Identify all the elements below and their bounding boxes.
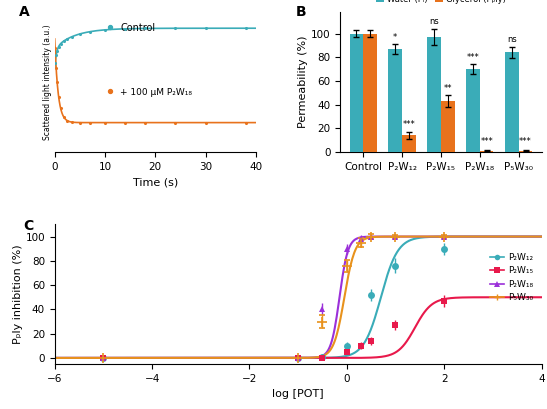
Text: ***: ***	[480, 137, 493, 146]
Point	[75, 119, 84, 126]
Point	[53, 47, 62, 54]
Point	[53, 79, 62, 85]
Point	[68, 33, 77, 40]
Text: ***: ***	[467, 53, 479, 62]
Point	[241, 119, 250, 126]
Y-axis label: Pₚly inhibition (%): Pₚly inhibition (%)	[13, 245, 22, 344]
X-axis label: log [POT]: log [POT]	[272, 389, 324, 399]
Point	[52, 52, 61, 58]
Text: **: **	[444, 84, 452, 93]
Point	[51, 60, 60, 67]
Text: ns: ns	[507, 35, 517, 44]
Point	[85, 119, 94, 126]
Legend: P₂W₁₂, P₂W₁₅, P₂W₁₈, P₅W₃₀: P₂W₁₂, P₂W₁₅, P₂W₁₈, P₅W₃₀	[487, 249, 537, 306]
Point	[54, 93, 63, 100]
Text: C: C	[23, 219, 33, 233]
Text: ***: ***	[403, 120, 415, 129]
Point	[121, 25, 130, 32]
Point	[141, 25, 149, 32]
Bar	[480, 151, 493, 152]
Bar	[519, 151, 532, 152]
Text: Control: Control	[120, 23, 155, 33]
Point	[141, 119, 149, 126]
Legend: Water (Pᵢ), Glycerol (Pₚly): Water (Pᵢ), Glycerol (Pₚly)	[373, 0, 509, 7]
Point	[54, 43, 63, 50]
Point	[60, 114, 68, 120]
Point	[101, 119, 109, 126]
Text: A: A	[19, 5, 29, 19]
Point	[56, 105, 65, 112]
Point	[201, 119, 210, 126]
Point	[68, 119, 77, 126]
Text: + 100 μM P₂W₁₈: + 100 μM P₂W₁₈	[120, 88, 192, 97]
Point	[171, 25, 180, 31]
Bar	[466, 69, 480, 152]
Y-axis label: Permeability (%): Permeability (%)	[298, 36, 309, 128]
Point	[56, 40, 65, 47]
Point	[201, 25, 210, 31]
Text: *: *	[393, 33, 397, 42]
Text: ***: ***	[519, 137, 532, 146]
Text: B: B	[296, 5, 307, 19]
Point	[63, 117, 72, 124]
Bar	[363, 34, 377, 152]
Bar	[388, 49, 402, 152]
Text: ns: ns	[429, 18, 439, 27]
Point	[75, 31, 84, 37]
Point	[106, 88, 114, 94]
Bar	[350, 34, 363, 152]
Bar	[427, 37, 441, 152]
Point	[60, 38, 68, 44]
X-axis label: Time (s): Time (s)	[133, 177, 178, 187]
Point	[85, 29, 94, 35]
Y-axis label: Scattered light intensity (a.u.): Scattered light intensity (a.u.)	[43, 24, 52, 140]
Bar	[505, 52, 519, 152]
Point	[52, 64, 61, 71]
Point	[63, 36, 72, 42]
Bar	[441, 101, 455, 152]
Point	[51, 45, 60, 52]
Point	[121, 119, 130, 126]
Point	[106, 24, 114, 30]
Point	[101, 27, 109, 33]
Bar	[402, 135, 416, 152]
Point	[241, 25, 250, 31]
Point	[171, 119, 180, 126]
